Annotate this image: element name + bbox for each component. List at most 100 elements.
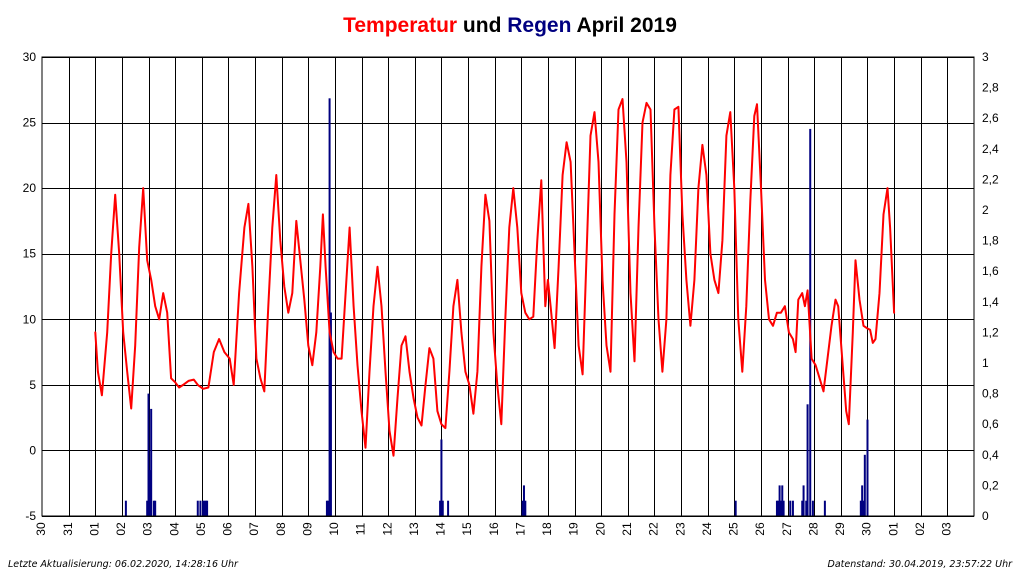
rain-bar (152, 500, 155, 516)
y-right-tick-label: 2,6 (982, 111, 999, 125)
y-right-tick-label: 2,8 (982, 81, 999, 95)
y-right-tick-label: 2,4 (982, 142, 999, 156)
x-tick-label: 02 (913, 522, 927, 536)
y-right-tick-label: 2 (982, 203, 989, 217)
rain-bar (789, 500, 792, 516)
x-tick-label: 14 (434, 522, 448, 536)
y-right-tick-label: 0,6 (982, 417, 999, 431)
x-tick-label: 20 (593, 522, 607, 536)
x-tick-label: 28 (806, 522, 820, 536)
y-right-tick-label: 1,4 (982, 295, 999, 309)
rain-bar (801, 500, 804, 516)
rain-bar (861, 485, 864, 516)
rain-bar (329, 312, 332, 516)
x-tick-label: 13 (407, 522, 421, 536)
x-tick-label: 01 (87, 522, 101, 536)
rain-bar (147, 393, 150, 516)
x-tick-label: 15 (460, 522, 474, 536)
rain-bar (196, 500, 199, 516)
x-tick-label: 05 (194, 522, 208, 536)
rain-bar (782, 500, 785, 516)
title-und: und (457, 14, 508, 37)
rain-bar (199, 500, 202, 516)
title-temperature: Temperatur (343, 14, 458, 37)
y-right-tick-label: 0,4 (982, 448, 999, 462)
y-right-tick-label: 1,8 (982, 234, 999, 248)
x-tick-label: 26 (753, 522, 767, 536)
y-left-tick-label: 5 (29, 378, 36, 392)
plot-frame (41, 56, 975, 517)
y-right-tick-label: 1,6 (982, 264, 999, 278)
footer-last-update: Letzte Aktualisierung: 06.02.2020, 14:28… (8, 559, 238, 570)
rain-bar (325, 500, 328, 516)
rain-bar (779, 500, 782, 516)
x-tick-label: 30 (860, 522, 874, 536)
grid-lines (42, 57, 974, 517)
rain-bar (805, 500, 808, 516)
rain-bar (150, 408, 153, 516)
x-tick-label: 03 (141, 522, 155, 536)
y-right-tick-label: 2,2 (982, 172, 999, 186)
y-left-tick-label: 30 (23, 50, 37, 64)
rain-bar (148, 470, 151, 516)
y-left-tick-label: 10 (23, 312, 37, 326)
y-right-tick-label: 1,2 (982, 325, 999, 339)
y-right-tick-label: 1 (982, 356, 989, 370)
x-tick-label: 27 (780, 522, 794, 536)
y-left-tick-label: 15 (23, 247, 37, 261)
rain-bar (447, 500, 450, 516)
rain-bar (734, 500, 737, 516)
rain-bar (204, 500, 207, 516)
x-tick-label: 21 (620, 522, 634, 536)
rain-bar (781, 485, 784, 516)
rain-bar (441, 500, 444, 516)
x-tick-label: 03 (940, 522, 954, 536)
y-right-tick-label: 0,8 (982, 387, 999, 401)
x-axis-labels: 30 31 01 02 03 04 05 06 07 08 09 10 11 12 13 14 15 16 17 18… (34, 522, 953, 536)
x-tick-label: 04 (167, 522, 181, 536)
x-tick-label: 02 (114, 522, 128, 536)
y-axis-left-labels: -5 0 5 10 15 20 25 30 (23, 50, 37, 523)
rain-bar (203, 500, 206, 516)
rain-bar (823, 500, 826, 516)
x-tick-label: 23 (673, 522, 687, 536)
rain-bar (521, 500, 524, 516)
rain-bar (862, 500, 865, 516)
title-rain: Regen (507, 14, 572, 37)
x-tick-label: 09 (300, 522, 314, 536)
rain-bar (802, 485, 805, 516)
rain-bar (440, 439, 443, 516)
x-tick-label: 19 (567, 522, 581, 536)
y-right-tick-label: 3 (982, 50, 989, 64)
x-tick-label: 31 (61, 522, 75, 536)
x-tick-label: 17 (513, 522, 527, 536)
x-tick-label: 29 (833, 522, 847, 536)
rain-bar (327, 500, 330, 516)
x-tick-label: 30 (34, 522, 48, 536)
x-tick-label: 11 (354, 522, 368, 535)
x-tick-label: 06 (221, 522, 235, 536)
y-left-tick-label: -5 (25, 509, 36, 523)
rain-bar (522, 485, 525, 516)
rain-bar (777, 500, 780, 516)
rain-bar (775, 500, 778, 516)
rain-bar (328, 98, 331, 516)
rain-bar (524, 500, 527, 516)
footer-data-status: Datenstand: 30.04.2019, 23:57:22 Uhr (827, 559, 1013, 570)
chart-title: Temperatur und Regen April 2019 (0, 14, 1020, 38)
y-right-tick-label: 0,2 (982, 478, 999, 492)
temperature-line-group (94, 98, 896, 457)
x-tick-label: 18 (540, 522, 554, 536)
rain-bar (439, 500, 442, 516)
x-tick-label: 16 (487, 522, 501, 536)
rain-bar (154, 500, 157, 516)
rain-bar (778, 485, 781, 516)
rain-bar (806, 404, 809, 516)
x-tick-label: 08 (274, 522, 288, 536)
title-month: April 2019 (571, 14, 677, 37)
rain-bar (811, 500, 814, 516)
x-tick-label: 25 (727, 522, 741, 536)
x-tick-label: 01 (886, 522, 900, 536)
rain-bar (863, 454, 866, 516)
